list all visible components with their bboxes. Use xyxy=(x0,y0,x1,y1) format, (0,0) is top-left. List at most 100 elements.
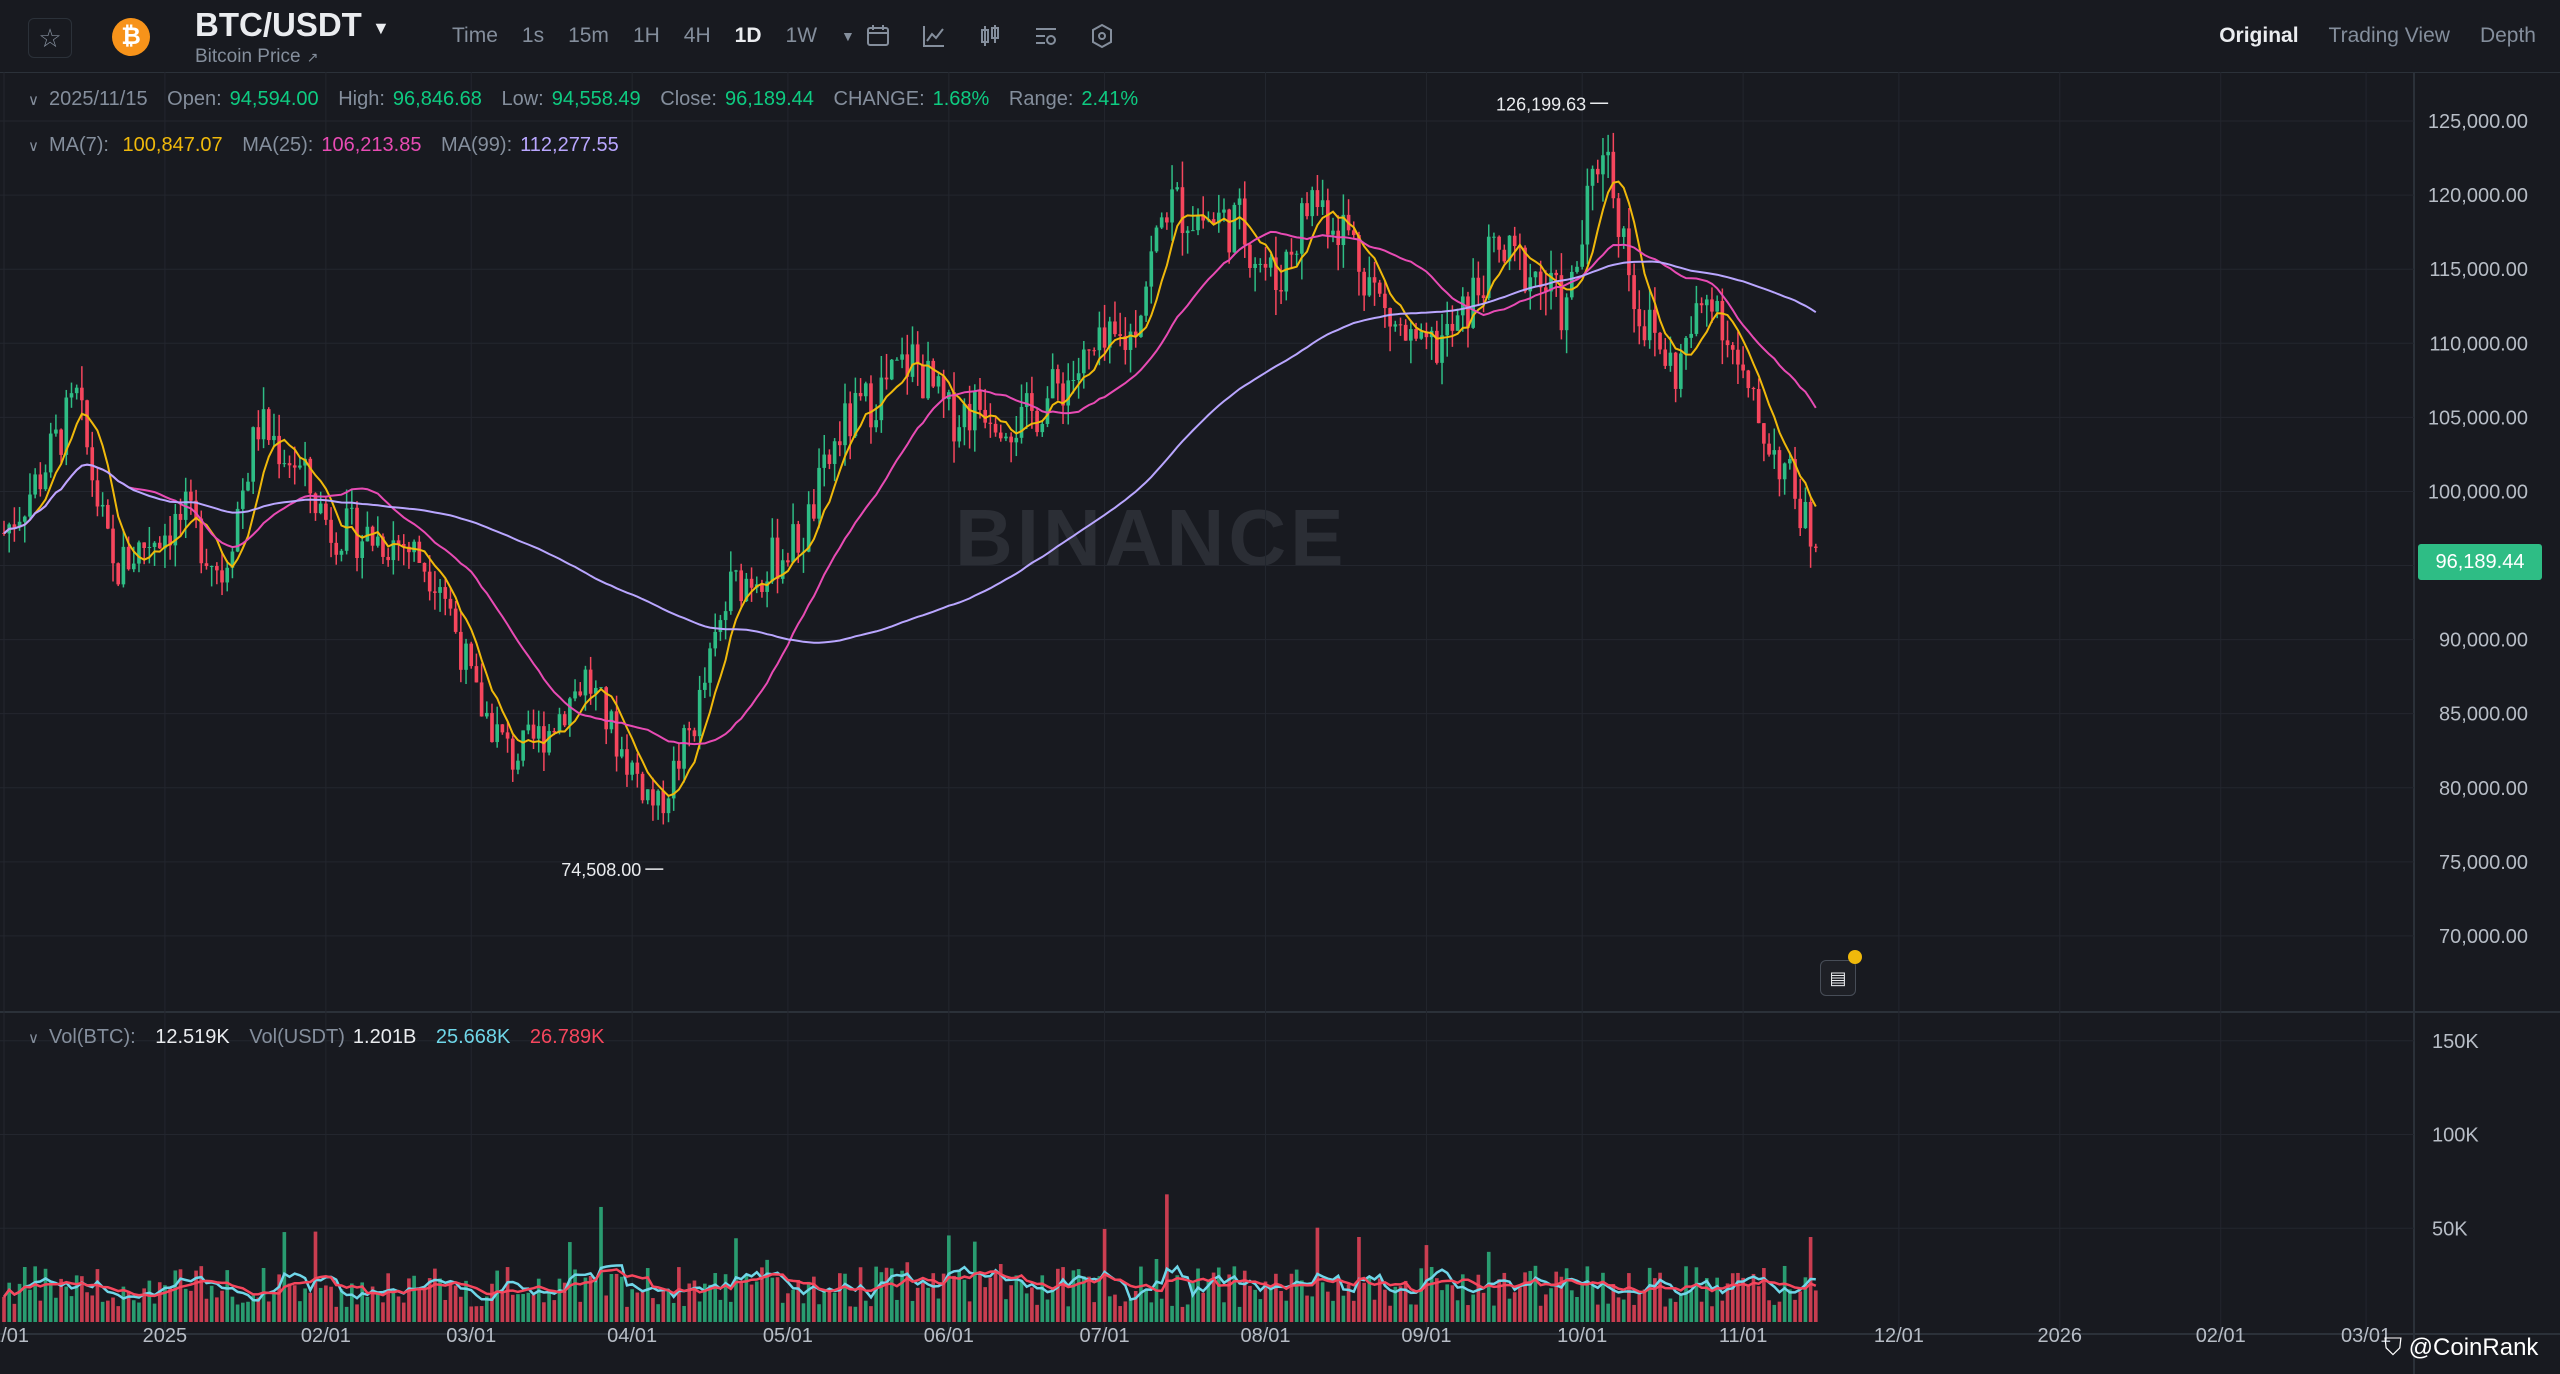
interval-4h[interactable]: 4H xyxy=(683,24,711,47)
candle-body xyxy=(993,423,998,433)
volume-bar xyxy=(292,1285,297,1322)
candle-style-icon[interactable] xyxy=(970,18,1010,54)
volume-bar xyxy=(832,1292,837,1322)
ohlc-close-label: Close: xyxy=(660,88,717,110)
time-tick-label: 08/01 xyxy=(1240,1325,1290,1347)
volume-bar xyxy=(516,1294,520,1322)
candle-body xyxy=(64,397,69,455)
candle-body xyxy=(957,427,962,442)
caret-down-icon[interactable]: ▼ xyxy=(372,18,390,38)
candle-body xyxy=(401,543,406,547)
volume-bar xyxy=(853,1306,858,1322)
candle-body xyxy=(1668,352,1673,366)
volume-bar xyxy=(1107,1296,1112,1322)
collapse-chevron-icon[interactable]: ∨ xyxy=(28,92,39,109)
volume-bar xyxy=(552,1300,557,1322)
candle-body xyxy=(1715,301,1719,312)
volume-bar xyxy=(734,1238,738,1322)
volume-bar xyxy=(1813,1290,1818,1322)
interval-15m[interactable]: 15m xyxy=(568,24,609,47)
candle-body xyxy=(448,598,453,609)
candle-body xyxy=(1746,370,1751,389)
volume-bar xyxy=(542,1302,546,1322)
volume-bar xyxy=(329,1286,333,1322)
vol-usdt-label: Vol(USDT) xyxy=(249,1026,345,1048)
candle-body xyxy=(1403,324,1408,341)
interval-1w[interactable]: 1W xyxy=(785,24,818,47)
volume-bar xyxy=(474,1306,479,1322)
candle-body xyxy=(1050,369,1055,399)
price-chart[interactable]: 70,000.00 75,000.00 80,000.00 85,000.00 90,0… xyxy=(0,72,2560,1374)
view-depth[interactable]: Depth xyxy=(2479,24,2536,47)
time-tick-label: 06/01 xyxy=(924,1325,974,1347)
candle-body xyxy=(318,503,323,514)
view-trading-view[interactable]: Trading View xyxy=(2328,24,2450,47)
pair-title[interactable]: BTC/USDT xyxy=(195,6,362,43)
candle-body xyxy=(1159,217,1164,228)
candle-body xyxy=(1133,331,1138,337)
volume-bar xyxy=(1486,1251,1491,1322)
candle-body xyxy=(614,711,619,757)
candle-body xyxy=(1476,277,1481,296)
hexagon-settings-icon[interactable] xyxy=(1082,18,1122,54)
collapse-chevron-icon[interactable]: ∨ xyxy=(28,138,39,155)
volume-bar xyxy=(666,1289,671,1322)
volume-bar xyxy=(1445,1284,1450,1322)
ohlc-open: 94,594.00 xyxy=(229,88,319,110)
collapse-chevron-icon[interactable]: ∨ xyxy=(28,1030,39,1047)
volume-bar xyxy=(1460,1274,1465,1322)
candle-body xyxy=(562,714,567,726)
volume-bar xyxy=(1383,1289,1387,1322)
candle-body xyxy=(1533,271,1538,278)
interval-1h[interactable]: 1H xyxy=(632,24,660,47)
indicator-chart-icon[interactable] xyxy=(914,18,954,54)
candle-body xyxy=(453,608,458,632)
volume-bar xyxy=(28,1289,32,1322)
candle-body xyxy=(142,542,146,548)
candle-body xyxy=(1066,380,1071,406)
candle-body xyxy=(85,400,89,448)
candle-body xyxy=(1689,333,1694,338)
volume-bar xyxy=(90,1295,95,1322)
time-tick-label: 05/01 xyxy=(763,1325,813,1347)
volume-bar xyxy=(1294,1269,1299,1322)
volume-bar xyxy=(1741,1277,1745,1322)
candle-body xyxy=(786,560,790,563)
interval-1s[interactable]: 1s xyxy=(521,24,545,47)
interval-more-icon[interactable]: ▼ xyxy=(841,28,855,44)
settings-chart-icon[interactable] xyxy=(1026,18,1066,54)
candle-body xyxy=(266,409,271,441)
volume-bar xyxy=(1668,1298,1673,1322)
volume-bar xyxy=(775,1277,780,1322)
volume-bar xyxy=(1538,1305,1543,1322)
volume-bar xyxy=(827,1289,832,1322)
candle-body xyxy=(256,427,261,440)
ohlc-open-label: Open: xyxy=(167,88,222,110)
candle-body xyxy=(308,458,313,494)
candle-body xyxy=(1580,244,1585,267)
volume-bar xyxy=(1585,1266,1590,1322)
volume-bar xyxy=(619,1276,624,1322)
volume-bar xyxy=(1268,1288,1273,1322)
ma99-line xyxy=(3,260,1817,644)
candle-body xyxy=(744,578,749,602)
volume-bar xyxy=(126,1292,131,1322)
interval-1d[interactable]: 1D xyxy=(734,24,762,47)
candle-body xyxy=(1211,219,1216,224)
candle-body xyxy=(905,354,910,377)
volume-bar xyxy=(194,1270,198,1322)
volume-bar xyxy=(786,1293,790,1322)
volume-bar xyxy=(303,1288,307,1322)
calendar-icon[interactable] xyxy=(858,18,898,54)
pair-subtitle[interactable]: Bitcoin Price ↗ xyxy=(195,46,319,67)
ohlc-range: 2.41% xyxy=(1081,88,1139,110)
indicator-list-icon[interactable]: ▤ xyxy=(1820,960,1856,996)
volume-bar xyxy=(1694,1267,1699,1322)
candle-body xyxy=(1658,332,1662,350)
star-icon[interactable]: ☆ xyxy=(28,18,72,58)
view-original[interactable]: Original xyxy=(2219,24,2299,47)
interval-time[interactable]: Time xyxy=(452,24,498,47)
candle-body xyxy=(962,403,967,428)
candle-body xyxy=(1175,187,1180,190)
volume-bar xyxy=(739,1281,743,1322)
